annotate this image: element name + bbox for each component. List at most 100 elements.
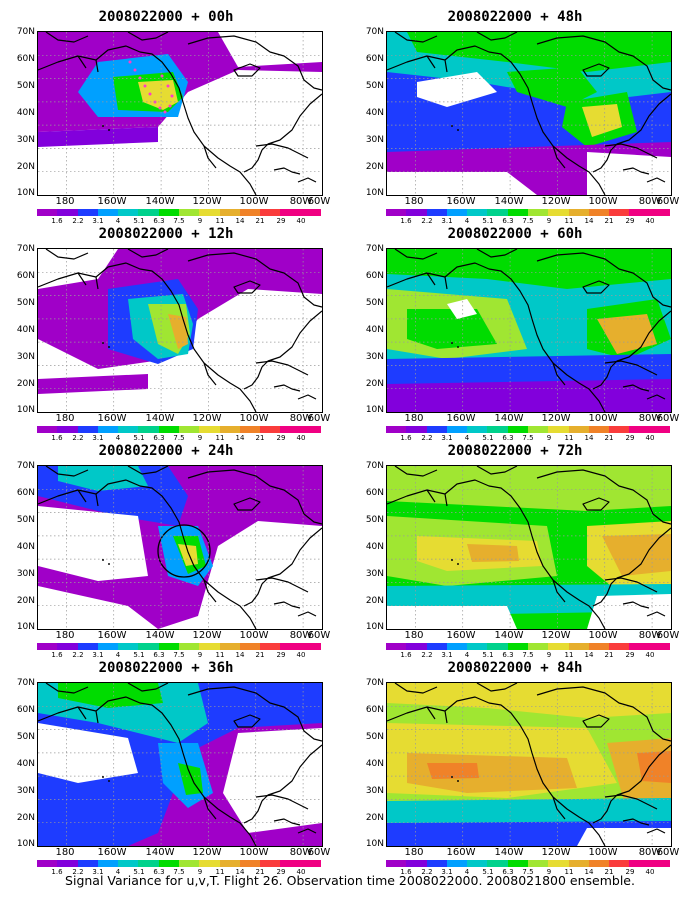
y-tick-label: 40N [16, 759, 35, 769]
x-tick-label: 100W [239, 847, 269, 858]
colorbar-label: 2.2 [421, 651, 433, 659]
colorbar-swatch [487, 209, 508, 216]
x-tick-label: 160W [97, 413, 127, 424]
y-tick-label: 60N [16, 705, 35, 715]
y-tick-label: 10N [365, 839, 384, 849]
map-panel-24h: 2008022000 + 24h 70N 60N 50N 40N 30N 20N… [1, 442, 331, 659]
y-tick-label: 30N [365, 135, 384, 145]
colorbar-label: 6.3 [502, 651, 514, 659]
panel-title: 2008022000 + 24h [98, 443, 234, 459]
y-tick-label: 50N [365, 732, 384, 742]
colorbar [386, 643, 670, 650]
colorbar-swatch [568, 860, 589, 867]
colorbar-label: 6.3 [153, 217, 165, 225]
colorbar-label: 1.6 [400, 651, 412, 659]
colorbar [386, 426, 670, 433]
colorbar-swatch [178, 860, 200, 867]
colorbar-swatch [649, 209, 670, 216]
y-tick-label: 50N [365, 81, 384, 91]
x-tick-label: 80W [638, 630, 662, 641]
colorbar-swatch [57, 860, 78, 867]
colorbar-swatch [37, 426, 58, 433]
colorbar-label: 6.3 [502, 868, 514, 876]
x-tick-label: 100W [588, 847, 618, 858]
colorbar-label: 6.3 [153, 434, 165, 442]
y-tick-label: 70N [365, 27, 384, 37]
colorbar-swatch [158, 860, 179, 867]
colorbar-label: 5.1 [133, 651, 145, 659]
colorbar [37, 860, 321, 867]
map-panel-36h: 2008022000 + 36h 70N 60N 50N 40N 30N 20N… [1, 659, 331, 876]
y-tick-label: 60N [16, 54, 35, 64]
x-tick-label: 160W [446, 196, 476, 207]
x-tick-label: 100W [239, 413, 269, 424]
colorbar-swatch [629, 209, 650, 216]
y-tick-label: 50N [365, 515, 384, 525]
colorbar-swatch [446, 643, 468, 650]
colorbar-swatch [178, 426, 200, 433]
colorbar-label: 21 [255, 217, 265, 225]
colorbar-swatch [199, 643, 220, 650]
x-tick-label: 140W [145, 196, 175, 207]
colorbar-label: 14 [235, 217, 245, 225]
y-tick-label: 70N [16, 244, 35, 254]
colorbar-label: 14 [584, 868, 594, 876]
colorbar-swatch [37, 860, 58, 867]
colorbar-swatch [588, 426, 610, 433]
x-tick-label: 160W [97, 630, 127, 641]
colorbar-swatch [138, 426, 159, 433]
x-tick-label: 60W [307, 847, 331, 858]
colorbar-swatch [609, 209, 630, 216]
colorbar-label: 9 [546, 217, 552, 225]
colorbar-swatch [97, 643, 119, 650]
colorbar-label: 1.6 [400, 868, 412, 876]
colorbar-swatch [649, 426, 670, 433]
colorbar-label: 1.6 [51, 434, 63, 442]
colorbar-swatch [37, 643, 58, 650]
y-tick-label: 60N [16, 488, 35, 498]
colorbar-swatch [280, 426, 301, 433]
colorbar-label: 11 [215, 651, 225, 659]
x-tick-label: 140W [494, 196, 524, 207]
colorbar-swatch [446, 426, 468, 433]
colorbar-swatch [649, 860, 670, 867]
colorbar-swatch [178, 643, 200, 650]
colorbar-swatch [426, 426, 447, 433]
x-tick-label: 80W [289, 630, 313, 641]
colorbar-label: 9 [546, 868, 552, 876]
colorbar-label: 1.6 [51, 651, 63, 659]
x-tick-label: 120W [192, 196, 222, 207]
x-tick-label: 60W [656, 847, 680, 858]
y-tick-label: 40N [365, 542, 384, 552]
colorbar-label: 1.6 [400, 434, 412, 442]
y-tick-label: 10N [365, 622, 384, 632]
x-tick-label: 60W [307, 196, 331, 207]
colorbar-swatch [300, 643, 321, 650]
map-plot [386, 248, 672, 413]
colorbar-swatch [239, 860, 261, 867]
x-tick-label: 80W [289, 847, 313, 858]
y-tick-label: 40N [16, 325, 35, 335]
panel-title: 2008022000 + 00h [98, 9, 234, 25]
map-plot [386, 31, 672, 196]
colorbar-swatch [97, 860, 119, 867]
y-tick-label: 30N [365, 786, 384, 796]
x-tick-label: 140W [494, 847, 524, 858]
x-tick-label: 80W [638, 196, 662, 207]
colorbar-label: 11 [564, 651, 574, 659]
colorbar-swatch [77, 643, 98, 650]
colorbar-label: 40 [645, 217, 655, 225]
colorbar-swatch [548, 426, 569, 433]
colorbar-swatch [118, 426, 139, 433]
colorbar [37, 643, 321, 650]
x-tick-label: 60W [307, 630, 331, 641]
colorbar-swatch [57, 426, 78, 433]
colorbar-swatch [300, 209, 321, 216]
colorbar-label: 2.2 [72, 217, 84, 225]
colorbar-label: 7.5 [173, 434, 185, 442]
panel-title: 2008022000 + 84h [447, 660, 583, 676]
y-tick-label: 40N [16, 542, 35, 552]
colorbar-swatch [138, 209, 159, 216]
y-tick-label: 50N [16, 732, 35, 742]
map-plot [386, 682, 672, 847]
